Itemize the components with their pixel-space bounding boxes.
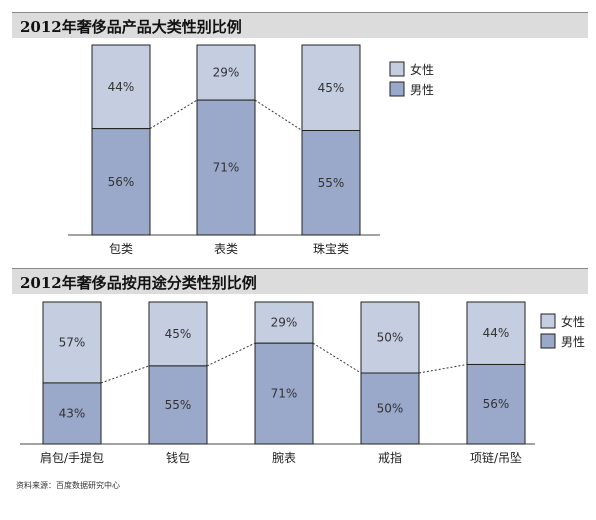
chart1-category-1: 表类 xyxy=(214,242,238,256)
chart1-legend-swatch-1 xyxy=(389,81,405,97)
chart1-bar-female-1 xyxy=(196,44,256,101)
chart1-label-male-0: 56% xyxy=(108,175,135,189)
chart2-label-male-4: 56% xyxy=(483,397,510,411)
chart2-label-male-3: 50% xyxy=(377,402,404,416)
chart1-bar-male-2 xyxy=(301,130,361,236)
chart2-category-4: 项链/吊坠 xyxy=(470,450,522,465)
chart2-bar-female-1 xyxy=(148,301,208,367)
chart1-bar-male-0 xyxy=(91,128,151,236)
chart2-bar-female-0 xyxy=(42,301,102,384)
chart1-header: 2012年奢侈品产品大类性别比例 xyxy=(12,12,588,38)
chart1-legend-label-0: 女性 xyxy=(410,62,434,77)
chart1-label-male-1: 71% xyxy=(213,161,240,175)
chart1-label-female-2: 45% xyxy=(318,81,345,95)
chart2-plot: 57% 43% 肩包/手提包 45% 55% 钱包 29% 71% 腕表 50% 50% 戒指 44% 5… xyxy=(20,301,585,465)
chart1-legend-swatch-0 xyxy=(389,61,405,77)
chart2-category-1: 钱包 xyxy=(166,450,190,465)
chart1-connector-1 xyxy=(254,99,303,131)
chart2-title: 2012年奢侈品按用途分类性别比例 xyxy=(20,274,257,292)
chart2-label-female-3: 50% xyxy=(377,331,404,345)
chart2-header: 2012年奢侈品按用途分类性别比例 xyxy=(12,268,588,294)
chart2-label-female-0: 57% xyxy=(59,335,86,349)
chart2-label-female-2: 29% xyxy=(271,316,298,330)
chart1-category-0: 包类 xyxy=(109,242,133,256)
chart2-bar-female-3 xyxy=(360,301,420,374)
chart2-category-2: 腕表 xyxy=(272,450,296,465)
chart1-connector-0 xyxy=(149,99,198,130)
chart2-category-3: 戒指 xyxy=(378,450,402,465)
chart2-connector-0 xyxy=(100,365,150,384)
chart2-category-0: 肩包/手提包 xyxy=(40,450,104,465)
chart1-bar-female-2 xyxy=(301,44,361,131)
chart2-bar-male-1 xyxy=(148,365,208,445)
chart1-legend-label-1: 男性 xyxy=(410,83,434,97)
chart1-category-2: 珠宝类 xyxy=(313,242,349,256)
chart2-bar-female-2 xyxy=(254,301,314,344)
chart2-connector-2 xyxy=(312,342,362,374)
chart2-legend-swatch-0 xyxy=(540,313,556,329)
chart1-label-male-2: 55% xyxy=(318,176,345,190)
chart2-label-male-2: 71% xyxy=(271,387,298,401)
chart2-bar-male-4 xyxy=(466,363,526,445)
chart2-label-female-1: 45% xyxy=(165,327,192,341)
chart2-label-male-0: 43% xyxy=(59,406,86,420)
chart2-legend-swatch-1 xyxy=(540,333,556,349)
chart2-connector-1 xyxy=(206,342,256,367)
chart2-bar-male-2 xyxy=(254,342,314,445)
chart1-bar-male-1 xyxy=(196,99,256,236)
chart2-label-male-1: 55% xyxy=(165,398,192,412)
chart2-connector-3 xyxy=(418,363,468,374)
source-note: 资料来源：百度数据研究中心 xyxy=(16,481,120,490)
chart1-title: 2012年奢侈品产品大类性别比例 xyxy=(20,18,242,36)
chart1-label-female-1: 29% xyxy=(213,66,240,80)
chart1-label-female-0: 44% xyxy=(108,80,135,94)
chart2-legend-label-0: 女性 xyxy=(561,314,585,329)
chart2-legend-label-1: 男性 xyxy=(561,335,585,349)
chart2-bar-male-3 xyxy=(360,372,420,445)
chart2-label-female-4: 44% xyxy=(483,326,510,340)
chart2-bar-male-0 xyxy=(42,382,102,445)
